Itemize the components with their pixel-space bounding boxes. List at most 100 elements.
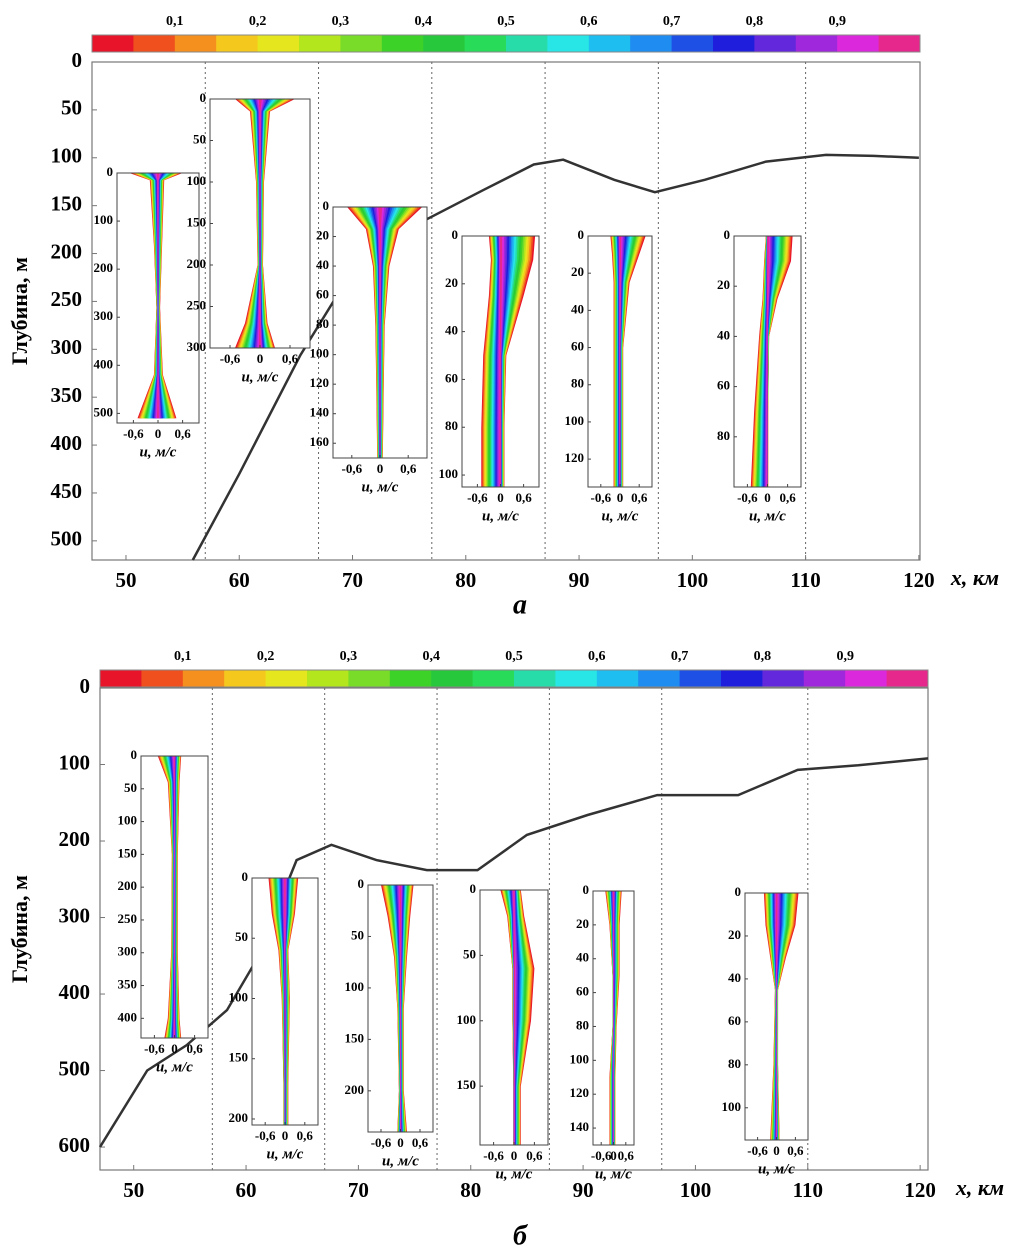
colorbar-segment xyxy=(638,670,681,687)
colorbar-segment xyxy=(224,670,267,687)
colorbar-tick-label: 0,9 xyxy=(836,649,854,664)
velocity-profile-shade xyxy=(378,207,383,458)
velocity-profile-shade xyxy=(142,173,172,419)
velocity-profile-shade xyxy=(139,173,174,419)
inset-y-tick-label: 20 xyxy=(728,927,741,942)
inset-x-tick-label: -0,6 xyxy=(747,1143,768,1158)
velocity-profile-shade xyxy=(173,756,175,1038)
colorbar-tick-label: 0,9 xyxy=(828,14,846,29)
velocity-profile-shade xyxy=(148,173,167,419)
inset-y-tick-label: 150 xyxy=(118,845,138,860)
velocity-profile-shade xyxy=(499,236,503,487)
colorbar-segment xyxy=(182,670,225,687)
colorbar-segment xyxy=(837,35,880,52)
colorbar-segment xyxy=(588,35,631,52)
inset-x-tick-label: -0,6 xyxy=(467,490,488,505)
inset-y-tick-label: 0 xyxy=(358,876,365,891)
inset-y-tick-label: 0 xyxy=(200,90,207,105)
x-axis-label: x, км xyxy=(955,1175,1004,1200)
colorbar-segment xyxy=(555,670,598,687)
inset-y-tick-label: 0 xyxy=(107,164,114,179)
velocity-profile-shade xyxy=(132,173,181,419)
inset-y-tick-label: 40 xyxy=(717,327,730,342)
inset-y-tick-label: 400 xyxy=(118,1009,138,1024)
inset-x-axis-label: u, м/с xyxy=(602,508,639,524)
y-tick-label: 100 xyxy=(51,144,83,168)
inset-y-tick-label: 100 xyxy=(94,212,114,227)
y-tick-label: 200 xyxy=(51,239,83,263)
inset-x-tick-label: 0,6 xyxy=(282,351,299,366)
inset-x-axis-label: u, м/с xyxy=(242,369,279,385)
velocity-profile-shade xyxy=(145,173,170,419)
y-tick-label: 250 xyxy=(51,287,83,311)
inset-y-tick-label: 0 xyxy=(724,227,731,242)
inset-y-tick-label: 20 xyxy=(445,275,458,290)
colorbar-tick-label: 0,6 xyxy=(580,14,598,29)
inset-x-tick-label: -0,6 xyxy=(591,1148,612,1163)
colorbar-segment xyxy=(265,670,308,687)
inset-x-tick-label: 0 xyxy=(764,490,771,505)
x-tick-label: 50 xyxy=(123,1178,144,1202)
inset-x-tick-label: 0 xyxy=(617,490,624,505)
colorbar-tick-label: 0,8 xyxy=(746,14,764,29)
colorbar-segment xyxy=(381,35,424,52)
inset-x-tick-label: -0,6 xyxy=(591,490,612,505)
velocity-profile-shade xyxy=(284,878,286,1125)
inset-x-tick-label: 0,6 xyxy=(631,490,648,505)
velocity-profile-shade xyxy=(155,173,161,419)
colorbar-segment xyxy=(514,670,556,687)
velocity-profile-shade xyxy=(136,173,177,419)
inset-y-tick-label: 80 xyxy=(717,428,730,443)
colorbar-tick-label: 0,7 xyxy=(671,649,689,664)
y-tick-label: 0 xyxy=(72,48,83,72)
inset-x-tick-label: 0,6 xyxy=(174,426,191,441)
inset-x-axis-label: u, м/с xyxy=(140,444,177,460)
colorbar-segment xyxy=(547,35,590,52)
velocity-profile-shade xyxy=(146,173,168,419)
inset-x-axis-label: u, м/с xyxy=(482,508,519,524)
inset-x-tick-label: 0,6 xyxy=(186,1041,203,1056)
colorbar-tick-label: 0,6 xyxy=(588,649,606,664)
colorbar-segment xyxy=(845,670,888,687)
velocity-profile-shade xyxy=(135,173,178,419)
inset-y-tick-label: 100 xyxy=(229,989,249,1004)
inset-y-tick-label: 150 xyxy=(187,214,207,229)
colorbar-segment xyxy=(216,35,259,52)
colorbar-segment xyxy=(671,35,714,52)
x-tick-label: 110 xyxy=(790,568,820,592)
colorbar-tick-label: 0,1 xyxy=(174,649,192,664)
inset-y-tick-label: 60 xyxy=(316,287,329,302)
colorbar-segment xyxy=(348,670,391,687)
inset-y-tick-label: 40 xyxy=(445,323,458,338)
inset-y-tick-label: 60 xyxy=(728,1013,741,1028)
panel-caption: а xyxy=(513,589,527,620)
inset-y-tick-label: 150 xyxy=(345,1030,365,1045)
inset-x-axis-label: u, м/с xyxy=(595,1166,632,1182)
inset-y-tick-label: 400 xyxy=(94,356,114,371)
colorbar-segment xyxy=(133,35,176,52)
y-tick-label: 600 xyxy=(59,1133,91,1157)
inset-x-tick-label: 0 xyxy=(497,490,504,505)
plot-frame xyxy=(99,687,929,1171)
y-tick-label: 200 xyxy=(59,827,91,851)
inset-x-axis-label: u, м/с xyxy=(362,479,399,495)
colorbar-segment xyxy=(174,35,217,52)
inset-y-tick-label: 50 xyxy=(235,929,248,944)
inset-x-tick-label: 0,6 xyxy=(400,461,417,476)
colorbar-segment xyxy=(630,35,673,52)
colorbar-segment xyxy=(506,35,548,52)
y-axis-label: Глубина, м xyxy=(7,875,32,983)
inset-x-tick-label: 0,6 xyxy=(526,1148,543,1163)
inset-y-tick-label: 0 xyxy=(452,227,459,242)
x-axis-label: x, км xyxy=(950,565,999,590)
velocity-profile-shade xyxy=(257,99,264,348)
y-tick-label: 50 xyxy=(61,96,82,120)
x-tick-label: 70 xyxy=(348,1178,369,1202)
inset-y-tick-label: 60 xyxy=(445,370,458,385)
inset-x-tick-label: 0 xyxy=(282,1128,289,1143)
velocity-profile-shade xyxy=(399,885,402,1132)
velocity-profile-shade xyxy=(613,891,614,1145)
colorbar-segment xyxy=(141,670,184,687)
inset-y-tick-label: 100 xyxy=(565,413,585,428)
